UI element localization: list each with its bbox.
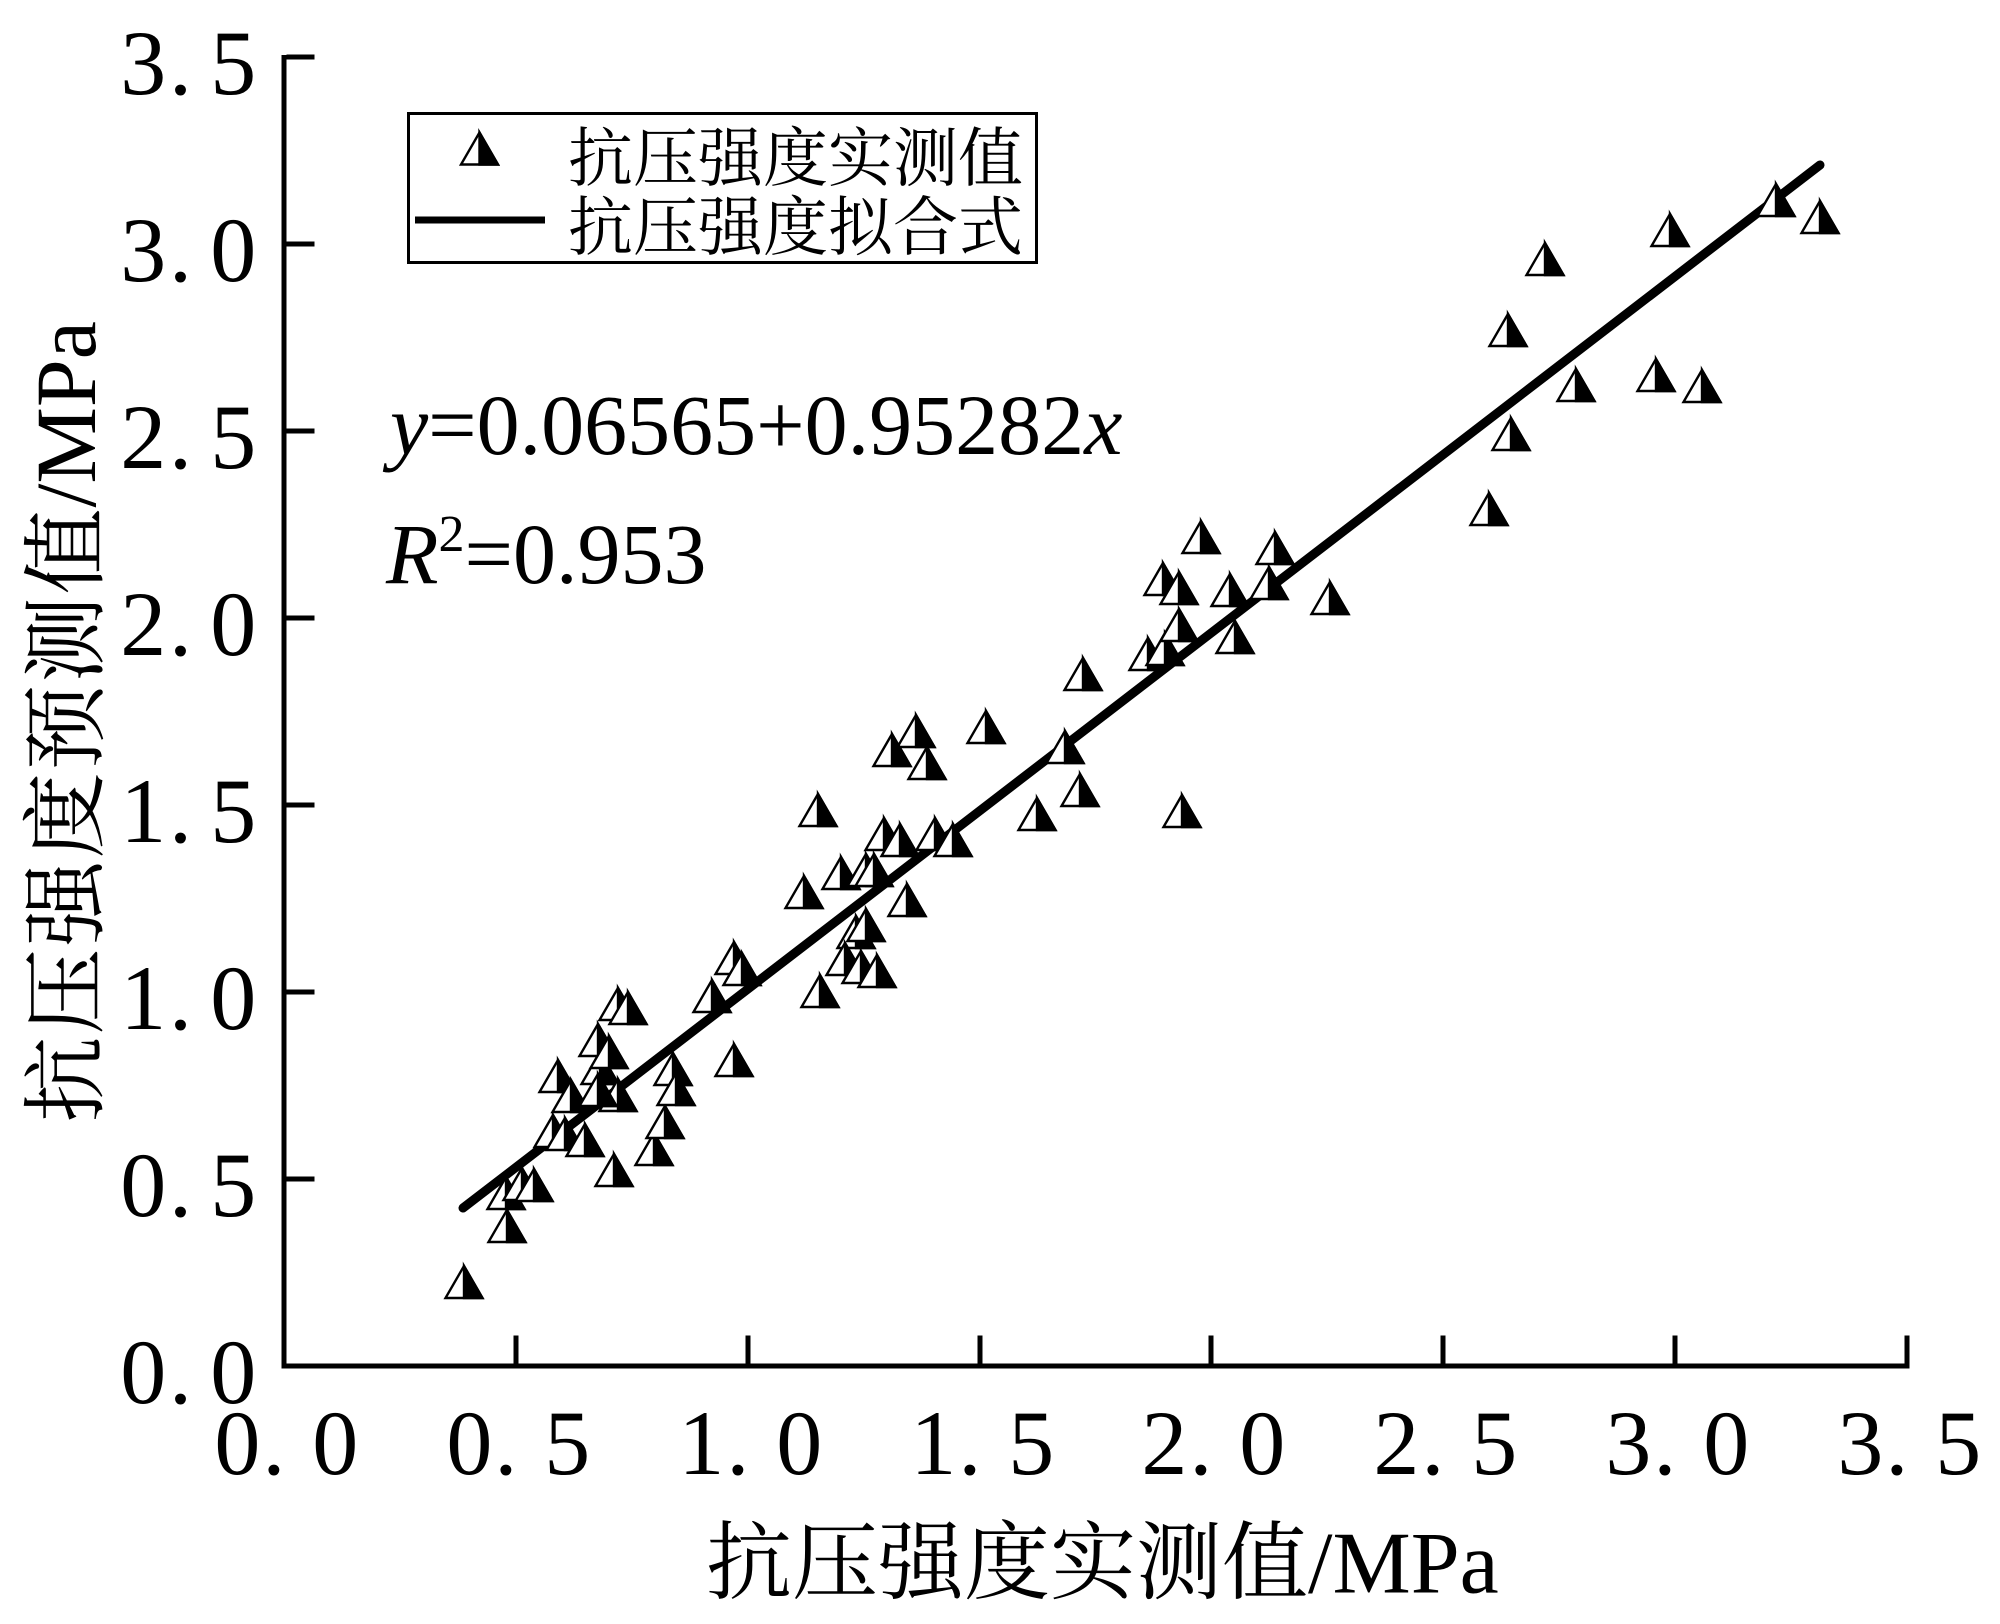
svg-text:1: 1 — [120, 760, 166, 862]
svg-text:0: 0 — [1703, 1392, 1749, 1494]
svg-text:0: 0 — [210, 947, 256, 1049]
svg-text:.: . — [958, 1392, 981, 1494]
svg-text:.: . — [1653, 1392, 1676, 1494]
svg-text:5: 5 — [1008, 1392, 1054, 1494]
svg-text:.: . — [1421, 1392, 1444, 1494]
svg-text:2: 2 — [1373, 1392, 1419, 1494]
svg-text:.: . — [169, 1321, 192, 1423]
svg-text:5: 5 — [1471, 1392, 1517, 1494]
svg-text:.: . — [169, 573, 192, 675]
svg-text:2: 2 — [120, 386, 166, 488]
svg-text:.: . — [169, 1134, 192, 1236]
svg-text:.: . — [169, 199, 192, 301]
svg-text:1: 1 — [678, 1392, 724, 1494]
svg-text:3: 3 — [120, 199, 166, 301]
svg-text:3: 3 — [120, 12, 166, 114]
svg-text:0: 0 — [120, 1134, 166, 1236]
svg-text:5: 5 — [210, 1134, 256, 1236]
svg-text:.: . — [169, 386, 192, 488]
svg-text:0: 0 — [120, 1321, 166, 1423]
svg-text:2: 2 — [1141, 1392, 1187, 1494]
svg-text:5: 5 — [544, 1392, 590, 1494]
svg-text:1: 1 — [910, 1392, 956, 1494]
svg-text:0: 0 — [312, 1392, 358, 1494]
svg-text:.: . — [169, 947, 192, 1049]
svg-text:.: . — [726, 1392, 749, 1494]
svg-text:2: 2 — [120, 573, 166, 675]
svg-text:5: 5 — [1935, 1392, 1981, 1494]
svg-text:R2=0.953: R2=0.953 — [385, 506, 707, 602]
svg-text:.: . — [1189, 1392, 1212, 1494]
svg-text:.: . — [169, 760, 192, 862]
svg-text:5: 5 — [210, 760, 256, 862]
svg-text:.: . — [494, 1392, 517, 1494]
svg-text:0: 0 — [1239, 1392, 1285, 1494]
svg-text:0: 0 — [214, 1392, 260, 1494]
svg-text:3: 3 — [1837, 1392, 1883, 1494]
svg-text:y=0.06565+0.95282x: y=0.06565+0.95282x — [382, 377, 1122, 473]
svg-text:.: . — [262, 1392, 285, 1494]
svg-text:/MPa: /MPa — [1308, 1516, 1499, 1613]
svg-text:.: . — [169, 12, 192, 114]
svg-text:.: . — [1885, 1392, 1908, 1494]
svg-text:0: 0 — [210, 1321, 256, 1423]
svg-text:3: 3 — [1605, 1392, 1651, 1494]
svg-text:0: 0 — [776, 1392, 822, 1494]
svg-text:/MPa: /MPa — [18, 321, 114, 507]
svg-text:1: 1 — [120, 947, 166, 1049]
svg-text:0: 0 — [446, 1392, 492, 1494]
svg-text:5: 5 — [210, 386, 256, 488]
svg-text:5: 5 — [210, 12, 256, 114]
svg-text:0: 0 — [210, 199, 256, 301]
svg-text:0: 0 — [210, 573, 256, 675]
